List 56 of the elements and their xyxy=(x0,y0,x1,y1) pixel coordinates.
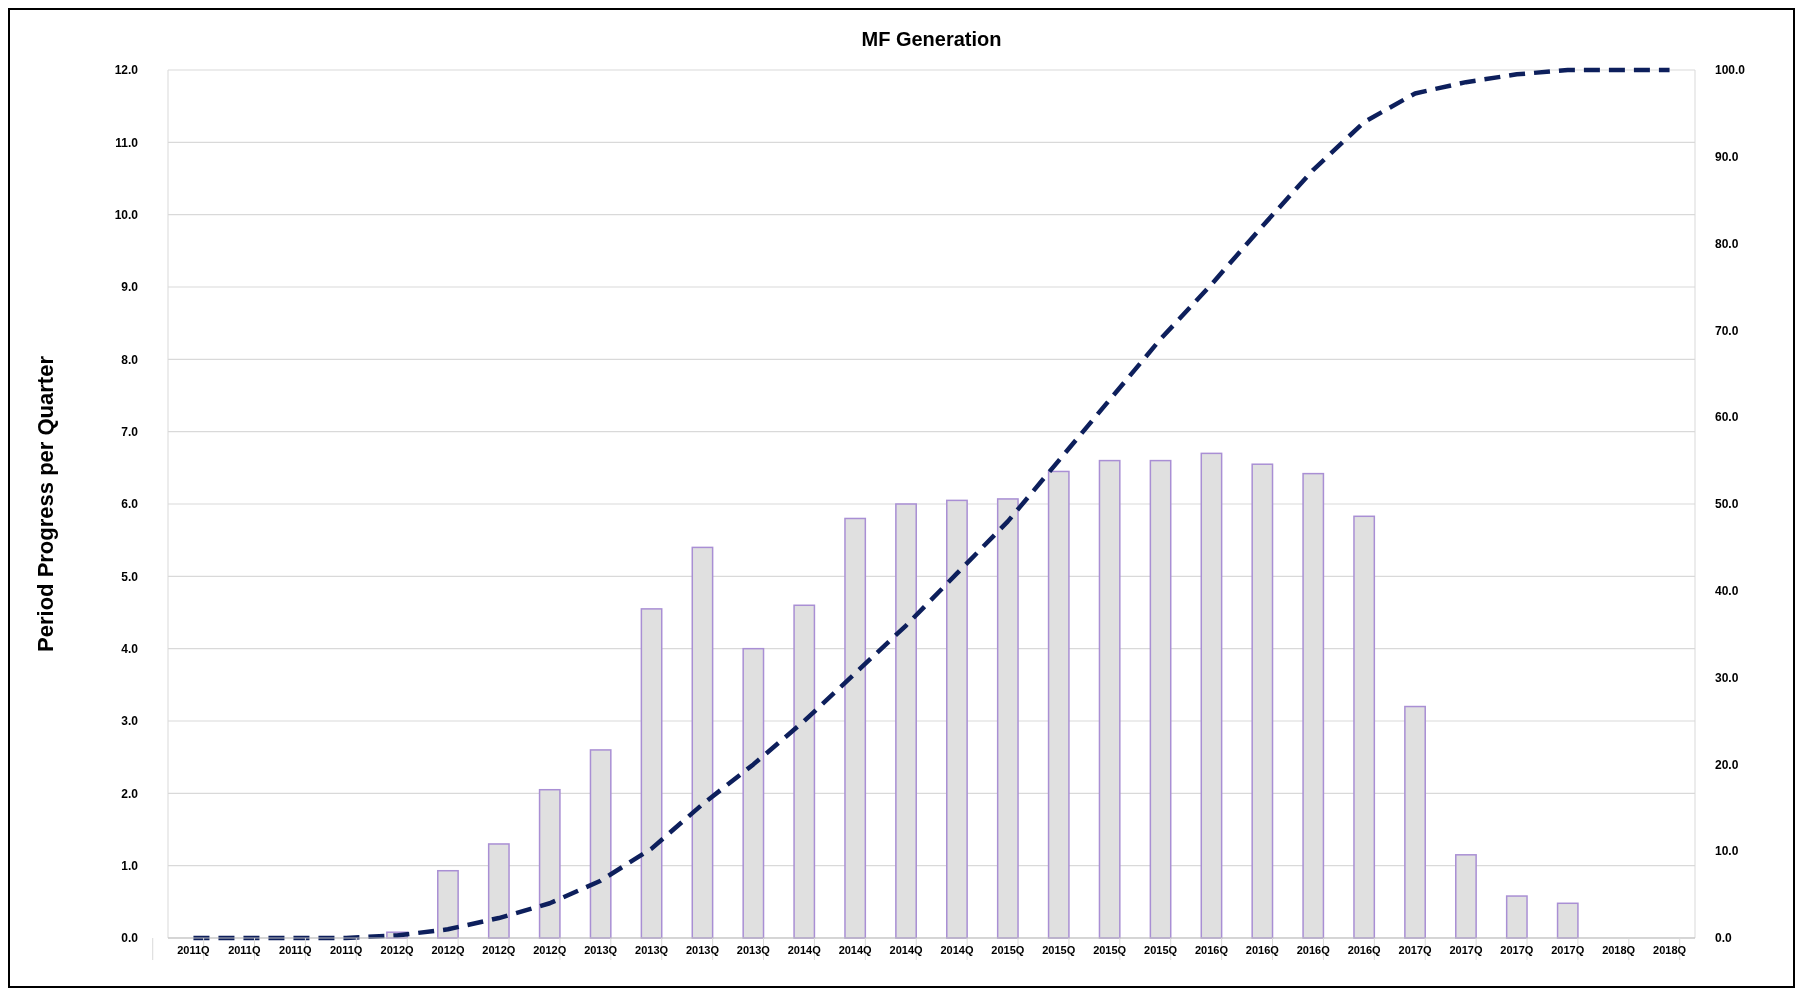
x-tick-label: 2011Q xyxy=(177,944,211,956)
x-tick-label: 2014Q xyxy=(940,944,974,956)
chart-title: MF Generation xyxy=(861,28,1002,50)
x-tick-label: 2018Q xyxy=(1602,944,1636,956)
y-tick-label: 2.0 xyxy=(121,786,139,801)
y2-tick-label: 80.0 xyxy=(1715,236,1739,251)
x-tick-label: 2011Q xyxy=(279,944,312,956)
y-tick-label: 6.0 xyxy=(121,497,139,512)
y-tick-label: 5.0 xyxy=(121,569,139,584)
x-tick-label: 2011Q xyxy=(329,944,363,956)
x-tick-label: 2017Q xyxy=(1500,944,1534,956)
x-tick-label: 2014Q xyxy=(838,944,873,956)
y2-tick-label: 30.0 xyxy=(1715,670,1739,685)
y-tick-label: 12.0 xyxy=(114,63,139,78)
x-tick-label: 2014Q xyxy=(787,944,822,956)
x-tick-label: 2012Q xyxy=(380,944,415,956)
y-tick-label: 8.0 xyxy=(121,352,139,367)
y-tick-label: 4.0 xyxy=(121,641,139,656)
y-tick-label: 0.0 xyxy=(121,931,139,946)
x-tick-label: 2015Q xyxy=(991,944,1025,956)
y-tick-label: 11.0 xyxy=(115,135,139,150)
y-tick-label: 7.0 xyxy=(121,424,139,439)
y-tick-label: 3.0 xyxy=(121,714,139,729)
y2-tick-label: 70.0 xyxy=(1715,323,1739,338)
x-tick-label: 2018Q xyxy=(1653,944,1687,956)
x-tick-label: 2012Q xyxy=(482,944,516,956)
x-tick-label: 2016Q xyxy=(1296,944,1331,956)
y-axis-title: Period Progress per Quarter xyxy=(33,355,58,652)
x-tick-label: 2017Q xyxy=(1398,944,1433,956)
y2-tick-label: 40.0 xyxy=(1715,584,1739,598)
x-tick-label: 2012Q xyxy=(431,944,465,956)
x-tick-label: 2012Q xyxy=(533,944,567,956)
y-tick-label: 10.0 xyxy=(114,207,139,222)
y2-tick-label: 60.0 xyxy=(1715,410,1739,425)
x-tick-label: 2017Q xyxy=(1551,944,1585,956)
x-tick-label: 2015Q xyxy=(1042,944,1076,956)
y2-tick-label: 100.0 xyxy=(1715,63,1746,78)
x-tick-label: 2016Q xyxy=(1245,944,1280,956)
y2-tick-label: 50.0 xyxy=(1715,497,1739,512)
x-tick-label: 2013Q xyxy=(635,944,669,956)
x-tick-label: 2014Q xyxy=(889,944,924,956)
x-tick-label: 2013Q xyxy=(736,944,771,956)
x-tick-label: 2013Q xyxy=(685,944,720,956)
y2-tick-label: 20.0 xyxy=(1715,757,1739,772)
x-tick-label: 2015Q xyxy=(1144,944,1178,956)
x-tick-label: 2016Q xyxy=(1347,944,1382,956)
y2-tick-label: 10.0 xyxy=(1715,844,1739,859)
y2-tick-label: 90.0 xyxy=(1715,150,1739,164)
y2-tick-label: 0.0 xyxy=(1715,931,1733,946)
y-tick-label: 9.0 xyxy=(121,280,139,295)
x-tick-label: 2017Q xyxy=(1449,944,1483,956)
x-tick-label: 2013Q xyxy=(584,944,618,956)
y-tick-label: 1.0 xyxy=(121,858,139,873)
x-tick-label: 2011Q xyxy=(228,944,261,956)
x-tick-label: 2015Q xyxy=(1093,944,1127,956)
x-tick-label: 2016Q xyxy=(1194,944,1229,956)
